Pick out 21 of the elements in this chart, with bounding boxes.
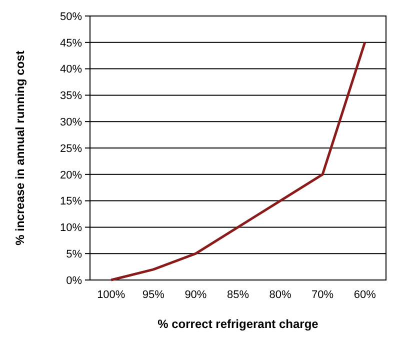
y-tick-label: 25% bbox=[60, 142, 82, 155]
y-tick-label: 0% bbox=[66, 274, 82, 287]
y-tick-label: 5% bbox=[66, 248, 82, 260]
y-tick-label: 45% bbox=[60, 37, 82, 50]
x-tick-label: 60% bbox=[354, 289, 376, 301]
x-axis-title: % correct refrigerant charge bbox=[158, 317, 319, 331]
y-tick-label: 30% bbox=[60, 116, 82, 128]
x-tick-label: 85% bbox=[226, 289, 250, 301]
x-tick-label: 90% bbox=[184, 289, 207, 301]
y-tick-label: 50% bbox=[60, 10, 82, 23]
x-tick-label: 80% bbox=[269, 289, 292, 301]
x-tick-label: 100% bbox=[97, 289, 126, 301]
y-tick-label: 40% bbox=[60, 64, 82, 76]
x-tick-label: 70% bbox=[312, 289, 334, 301]
line-series bbox=[110, 41, 366, 282]
y-tick-label: 10% bbox=[60, 222, 82, 234]
x-tick-label: 95% bbox=[142, 289, 165, 301]
y-tick-label: 35% bbox=[60, 90, 82, 102]
y-tick-label: 20% bbox=[60, 169, 82, 182]
y-axis-title: % increase in annual running cost bbox=[13, 50, 27, 246]
y-tick-label: 15% bbox=[60, 196, 82, 208]
